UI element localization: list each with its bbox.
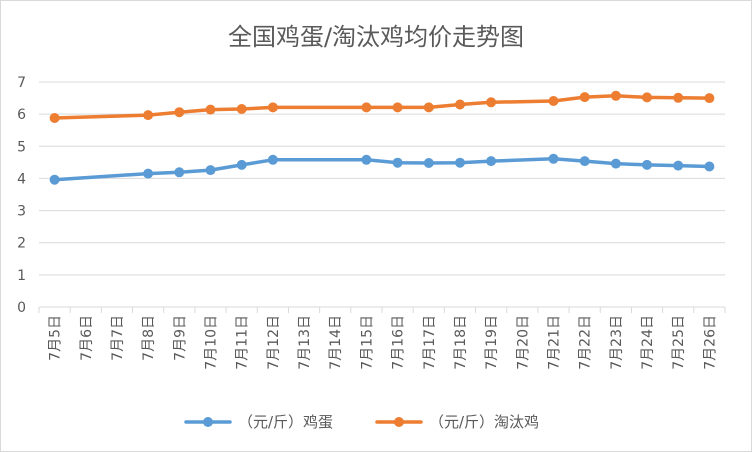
x-tick-label: 7月9日 <box>172 315 188 361</box>
x-tick-label: 7月24日 <box>640 315 656 370</box>
data-point <box>704 93 715 104</box>
data-point <box>704 161 715 172</box>
legend-swatch-marker <box>394 417 404 427</box>
x-tick-label: 7月7日 <box>110 315 126 361</box>
x-tick-label: 7月14日 <box>328 315 344 370</box>
data-point <box>49 113 60 123</box>
data-point <box>455 99 465 110</box>
data-point <box>610 90 621 101</box>
x-tick-label: 7月6日 <box>79 315 95 361</box>
data-point <box>486 156 497 167</box>
data-point <box>174 107 185 118</box>
x-tick-label: 7月22日 <box>578 315 594 370</box>
data-point <box>455 157 465 168</box>
y-tick-label: 5 <box>17 139 26 155</box>
data-point <box>267 154 278 165</box>
data-point <box>361 154 372 165</box>
data-point <box>548 153 559 164</box>
legend-label: （元/斤）淘汰鸡 <box>429 413 539 431</box>
data-point <box>642 92 652 103</box>
x-tick-label: 7月10日 <box>204 315 220 370</box>
data-point <box>174 167 185 178</box>
x-tick-label: 7月11日 <box>235 315 251 370</box>
data-point <box>143 168 154 179</box>
data-point <box>610 158 621 169</box>
data-point <box>642 159 652 170</box>
x-tick-label: 7月18日 <box>453 315 469 370</box>
data-point <box>236 159 247 170</box>
data-point <box>486 97 497 108</box>
x-tick-label: 7月20日 <box>515 315 531 370</box>
x-tick-label: 7月26日 <box>702 315 718 370</box>
data-point <box>548 96 559 106</box>
x-tick-label: 7月5日 <box>48 315 64 361</box>
y-tick-label: 6 <box>17 107 26 123</box>
y-tick-label: 3 <box>17 204 26 220</box>
x-tick-label: 7月21日 <box>547 315 563 370</box>
x-tick-label: 7月8日 <box>141 315 157 361</box>
x-tick-label: 7月25日 <box>671 315 687 370</box>
data-point <box>205 104 216 115</box>
x-tick-label: 7月13日 <box>297 315 313 370</box>
data-point <box>392 157 403 168</box>
legend-swatch-marker <box>203 417 213 427</box>
data-point <box>579 156 590 167</box>
data-point <box>673 160 684 171</box>
series-lines <box>49 90 715 185</box>
x-tick-label: 7月15日 <box>359 315 375 370</box>
x-tick-label: 7月23日 <box>609 315 625 370</box>
data-point <box>673 92 684 103</box>
data-point <box>49 174 60 185</box>
data-point <box>143 110 154 121</box>
data-point <box>423 102 434 113</box>
y-tick-label: 7 <box>17 75 26 91</box>
data-point <box>423 158 434 168</box>
x-tick-label: 7月17日 <box>422 315 438 370</box>
legend-label: （元/斤）鸡蛋 <box>238 413 333 431</box>
x-tick-label: 7月12日 <box>266 315 282 370</box>
data-point <box>361 102 372 113</box>
x-axis: 7月5日 7月6日 7月7日 7月8日 7月9日 7月10日 7月11日 7月12日 7月13日… <box>38 307 726 370</box>
data-point <box>267 102 278 113</box>
y-tick-label: 4 <box>17 171 26 187</box>
series-line-0 <box>52 157 712 182</box>
data-point <box>392 102 403 113</box>
chart-title: 全国鸡蛋/淘汰鸡均价走势图 <box>228 23 524 51</box>
data-point <box>236 104 247 114</box>
y-tick-label: 0 <box>17 300 26 316</box>
x-tick-label: 7月16日 <box>391 315 407 370</box>
legend: （元/斤）鸡蛋 （元/斤）淘汰鸡 <box>184 413 539 431</box>
y-tick-label: 2 <box>17 236 26 252</box>
data-point <box>205 165 216 176</box>
y-axis-ticks: 0 1 2 3 4 5 6 7 <box>17 75 26 316</box>
y-tick-label: 1 <box>17 268 26 284</box>
x-tick-label: 7月19日 <box>484 315 500 370</box>
data-point <box>579 92 590 103</box>
